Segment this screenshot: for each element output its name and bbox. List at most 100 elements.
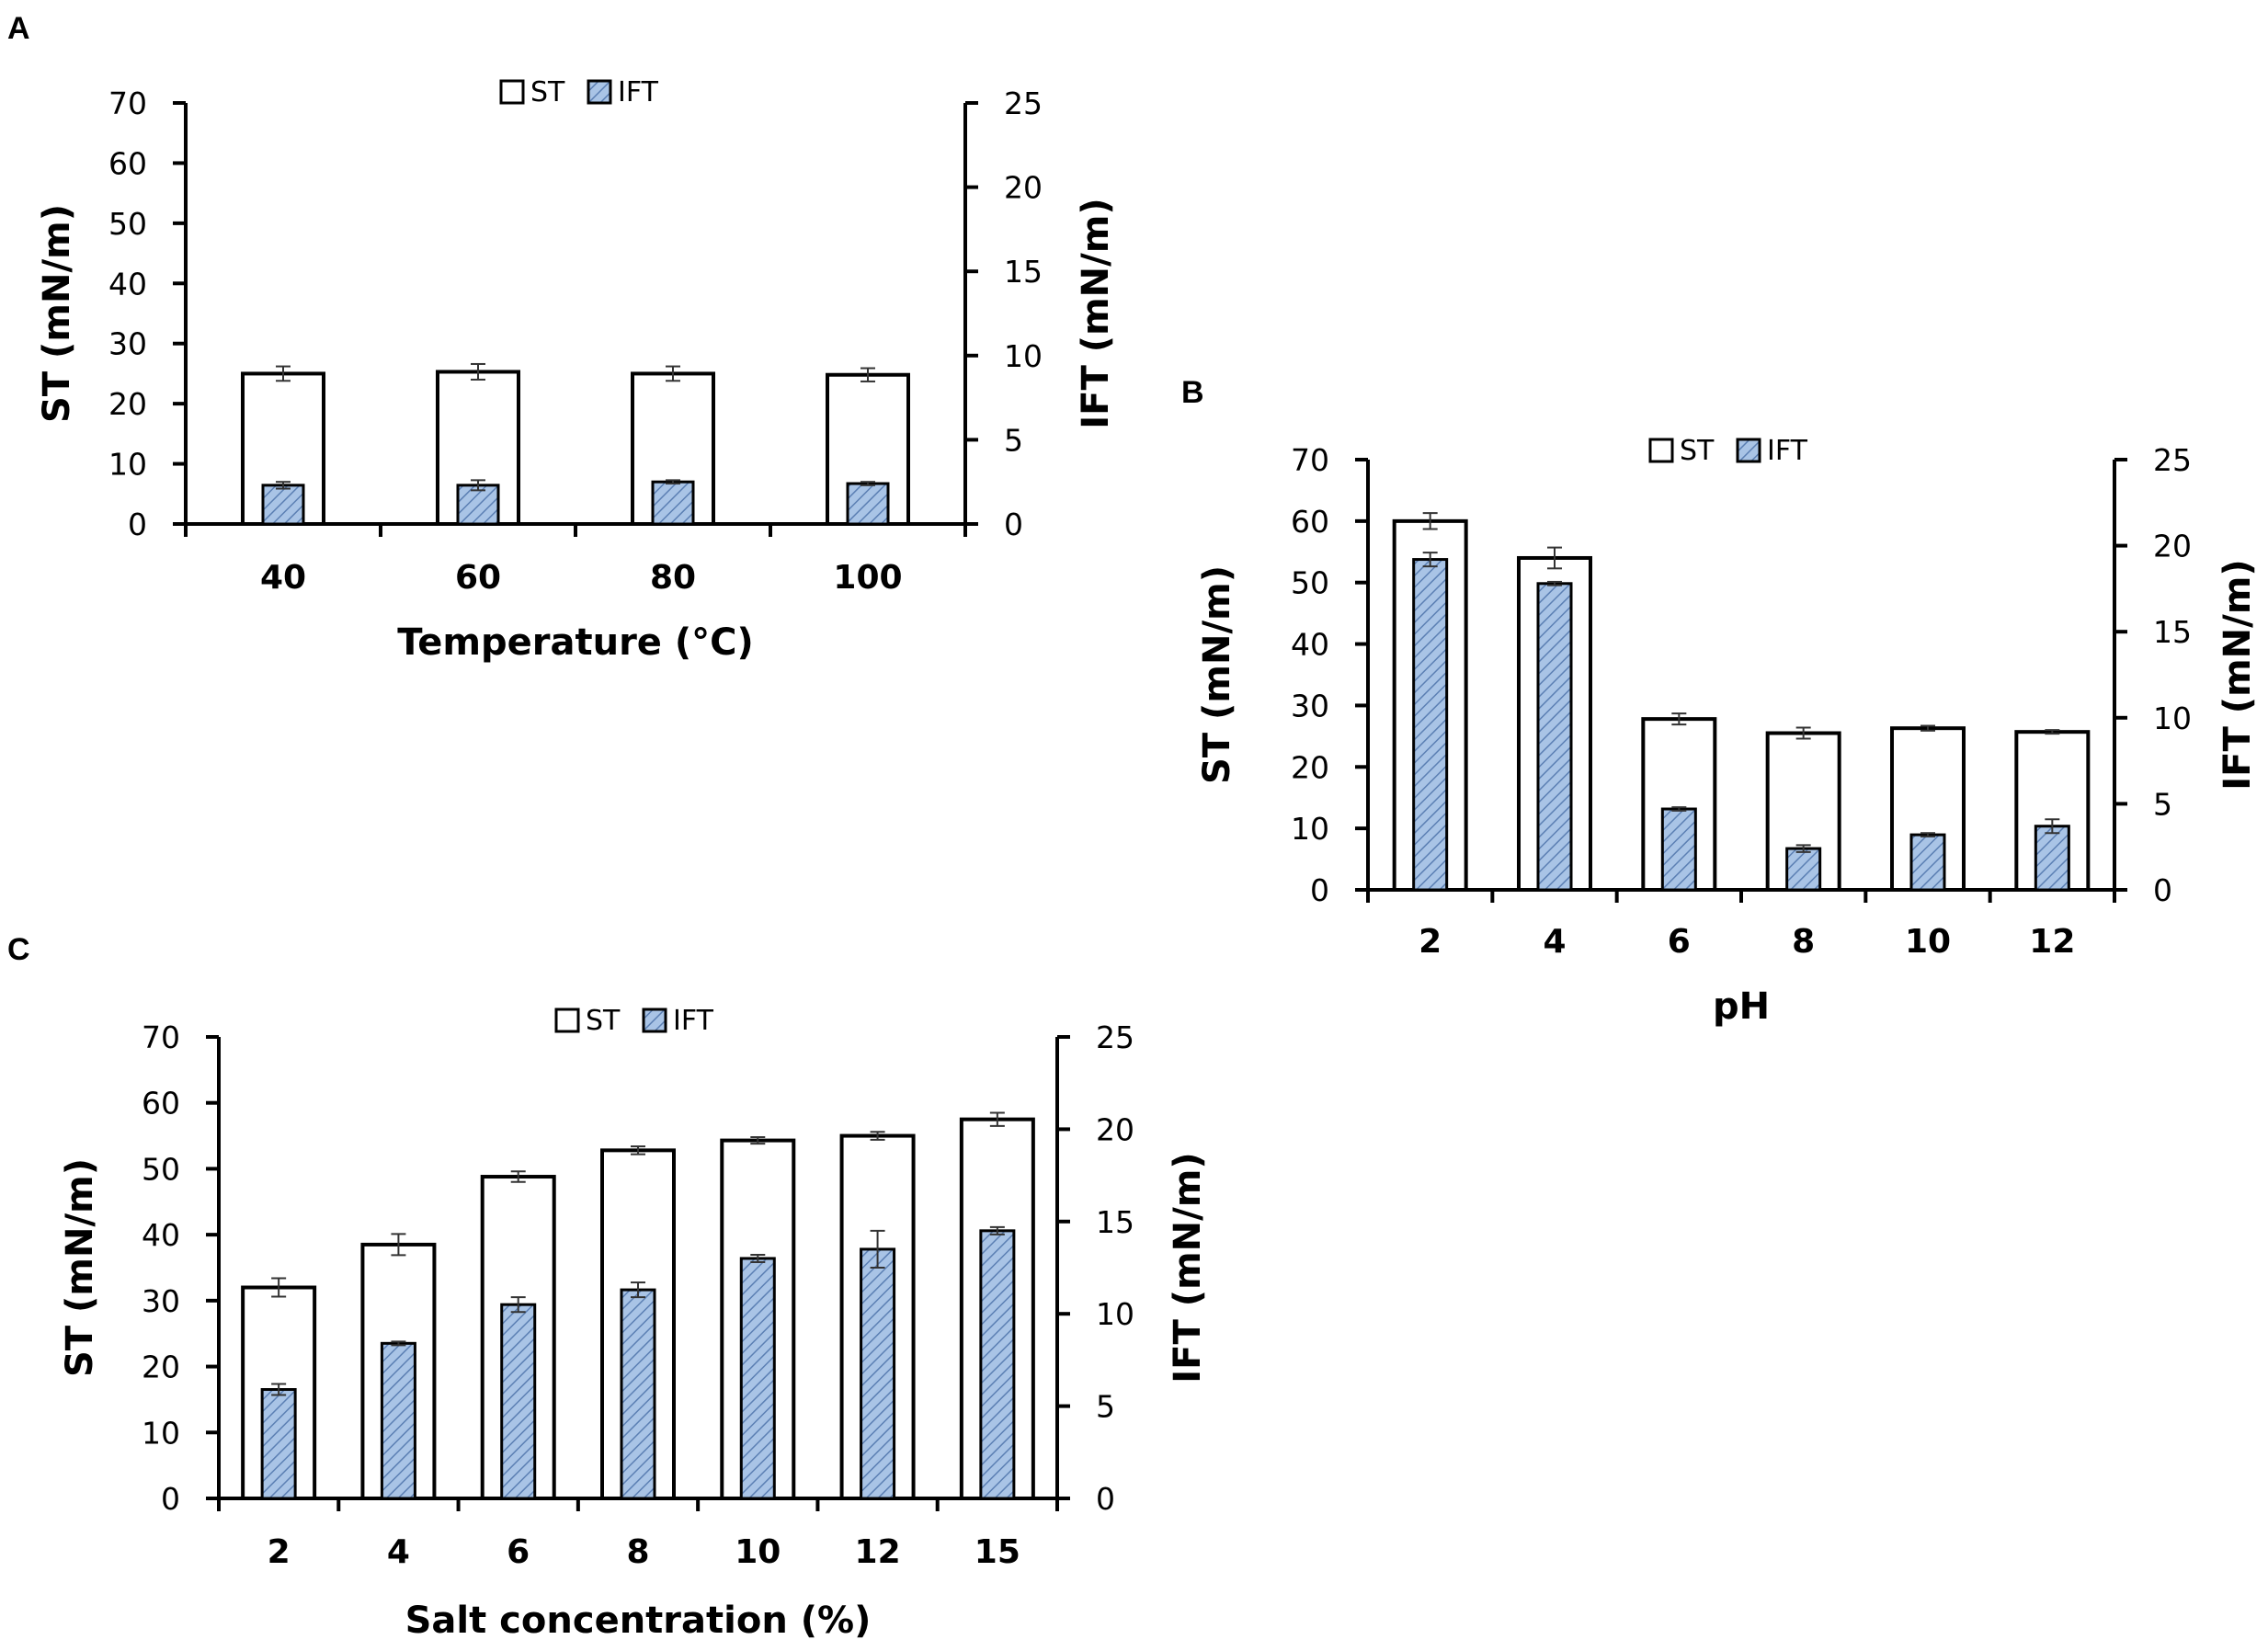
x-tick-label: 40 — [260, 559, 306, 597]
x-tick-label: 2 — [268, 1533, 291, 1571]
x-tick-label: 15 — [974, 1533, 1020, 1571]
left-y-tick-label: 20 — [1291, 749, 1329, 785]
right-y-axis-title: IFT (mN/m) — [2217, 559, 2259, 790]
panel-label: C — [7, 932, 30, 967]
left-y-tick-label: 40 — [142, 1217, 180, 1253]
right-y-tick-label: 15 — [2153, 614, 2192, 650]
ift-bar — [261, 484, 305, 526]
right-y-tick-label: 10 — [1096, 1296, 1134, 1332]
right-y-tick-label: 0 — [1004, 507, 1023, 542]
left-y-tick-label: 0 — [1310, 872, 1329, 908]
legend-swatch-st — [499, 79, 525, 105]
x-tick-label: 4 — [387, 1533, 410, 1571]
left-y-tick-label: 30 — [142, 1283, 180, 1319]
st-bar — [631, 371, 715, 526]
x-tick-label: 2 — [1419, 923, 1442, 961]
left-y-tick-label: 60 — [1291, 504, 1329, 540]
x-tick-label: 12 — [855, 1533, 901, 1571]
left-y-tick-label: 70 — [1291, 442, 1329, 478]
right-y-tick-label: 25 — [1096, 1019, 1134, 1055]
left-y-tick-label: 70 — [142, 1019, 180, 1055]
left-y-tick-label: 50 — [1291, 565, 1329, 601]
right-y-tick-label: 15 — [1096, 1204, 1134, 1240]
legend-swatch-ift — [1736, 438, 1761, 463]
left-y-tick-label: 10 — [1291, 811, 1329, 847]
legend-label-ift: IFT — [673, 1005, 714, 1037]
x-axis-title: Salt concentration (%) — [405, 1600, 872, 1642]
left-y-tick-label: 10 — [108, 447, 147, 483]
left-y-tick-label: 60 — [108, 145, 147, 181]
x-tick-label: 80 — [650, 559, 696, 597]
legend-swatch-ift — [642, 1008, 667, 1033]
left-y-tick-label: 30 — [108, 326, 147, 362]
ift-bar — [260, 1388, 297, 1500]
x-tick-label: 60 — [455, 559, 501, 597]
left-y-tick-label: 10 — [142, 1415, 180, 1451]
left-y-tick-label: 0 — [161, 1481, 180, 1517]
x-axis-title: Temperature (°C) — [397, 621, 754, 664]
left-y-tick-label: 20 — [142, 1349, 180, 1385]
left-y-axis-title: ST (mN/m) — [36, 204, 78, 423]
st-bar — [1641, 717, 1717, 892]
right-y-tick-label: 0 — [1096, 1481, 1115, 1517]
x-tick-label: 8 — [1792, 923, 1815, 961]
right-y-tick-label: 0 — [2153, 872, 2172, 908]
legend-label-ift: IFT — [1767, 435, 1808, 467]
ift-bar — [456, 484, 500, 526]
x-tick-label: 6 — [507, 1533, 530, 1571]
chart-panel-a: A 0 10 20 30 40 50 60 70 0 5 10 15 20 25 40 60 80 100 Tempe… — [7, 11, 1117, 664]
left-y-tick-label: 0 — [128, 507, 147, 542]
legend: ST IFT — [1648, 435, 1808, 467]
ift-bar — [380, 1341, 416, 1500]
left-y-tick-label: 20 — [108, 386, 147, 422]
right-y-tick-label: 5 — [2153, 786, 2172, 822]
x-tick-label: 4 — [1543, 923, 1566, 961]
ift-bar — [651, 480, 695, 526]
ift-bar — [979, 1229, 1016, 1500]
left-y-tick-label: 40 — [108, 266, 147, 302]
panel-label: A — [7, 11, 30, 46]
x-tick-label: 100 — [833, 559, 902, 597]
panel-label: B — [1181, 375, 1204, 410]
ift-bar — [860, 1247, 896, 1500]
ift-bar — [620, 1288, 656, 1500]
left-y-tick-label: 70 — [108, 85, 147, 121]
left-y-tick-label: 30 — [1291, 688, 1329, 723]
ift-bar — [1785, 847, 1822, 892]
ift-bar — [1660, 807, 1697, 892]
right-y-tick-label: 10 — [2153, 700, 2192, 736]
ift-bar — [739, 1257, 776, 1500]
ift-bar — [1909, 833, 1946, 892]
legend-label-st: ST — [530, 76, 565, 108]
right-y-tick-label: 20 — [1004, 170, 1043, 206]
left-y-axis-title: ST (mN/m) — [1196, 565, 1238, 784]
legend-swatch-st — [554, 1008, 580, 1033]
left-y-tick-label: 50 — [108, 206, 147, 242]
ift-bar — [846, 482, 890, 526]
ift-bar — [1536, 582, 1573, 892]
chart-panel-c: C 0 10 20 30 40 50 60 70 0 5 10 15 20 25 2 4 6 8 10 12 15 Salt… — [7, 932, 1209, 1642]
legend: ST IFT — [554, 1005, 714, 1037]
legend-label-st: ST — [1680, 435, 1715, 467]
right-y-axis-title: IFT (mN/m) — [1075, 198, 1117, 428]
legend: ST IFT — [499, 76, 659, 108]
ift-bar — [500, 1303, 537, 1500]
x-tick-label: 12 — [2029, 923, 2075, 961]
x-tick-label: 10 — [735, 1533, 781, 1571]
right-y-tick-label: 5 — [1004, 422, 1023, 458]
legend-swatch-st — [1648, 438, 1674, 463]
x-tick-label: 8 — [626, 1533, 649, 1571]
right-y-tick-label: 5 — [1096, 1389, 1115, 1425]
right-y-axis-title: IFT (mN/m) — [1167, 1152, 1209, 1383]
chart-panel-b: B 0 10 20 30 40 50 60 70 0 5 10 15 20 25 2 4 6 8 10 12 pH ST (… — [1181, 375, 2259, 1028]
ift-bar — [2034, 825, 2070, 892]
right-y-tick-label: 20 — [1096, 1111, 1134, 1147]
left-y-tick-label: 60 — [142, 1086, 180, 1122]
right-y-tick-label: 15 — [1004, 254, 1043, 290]
right-y-tick-label: 10 — [1004, 338, 1043, 374]
legend-label-ift: IFT — [618, 76, 659, 108]
legend-label-st: ST — [586, 1005, 621, 1037]
x-tick-label: 6 — [1668, 923, 1691, 961]
legend-swatch-ift — [587, 79, 612, 105]
